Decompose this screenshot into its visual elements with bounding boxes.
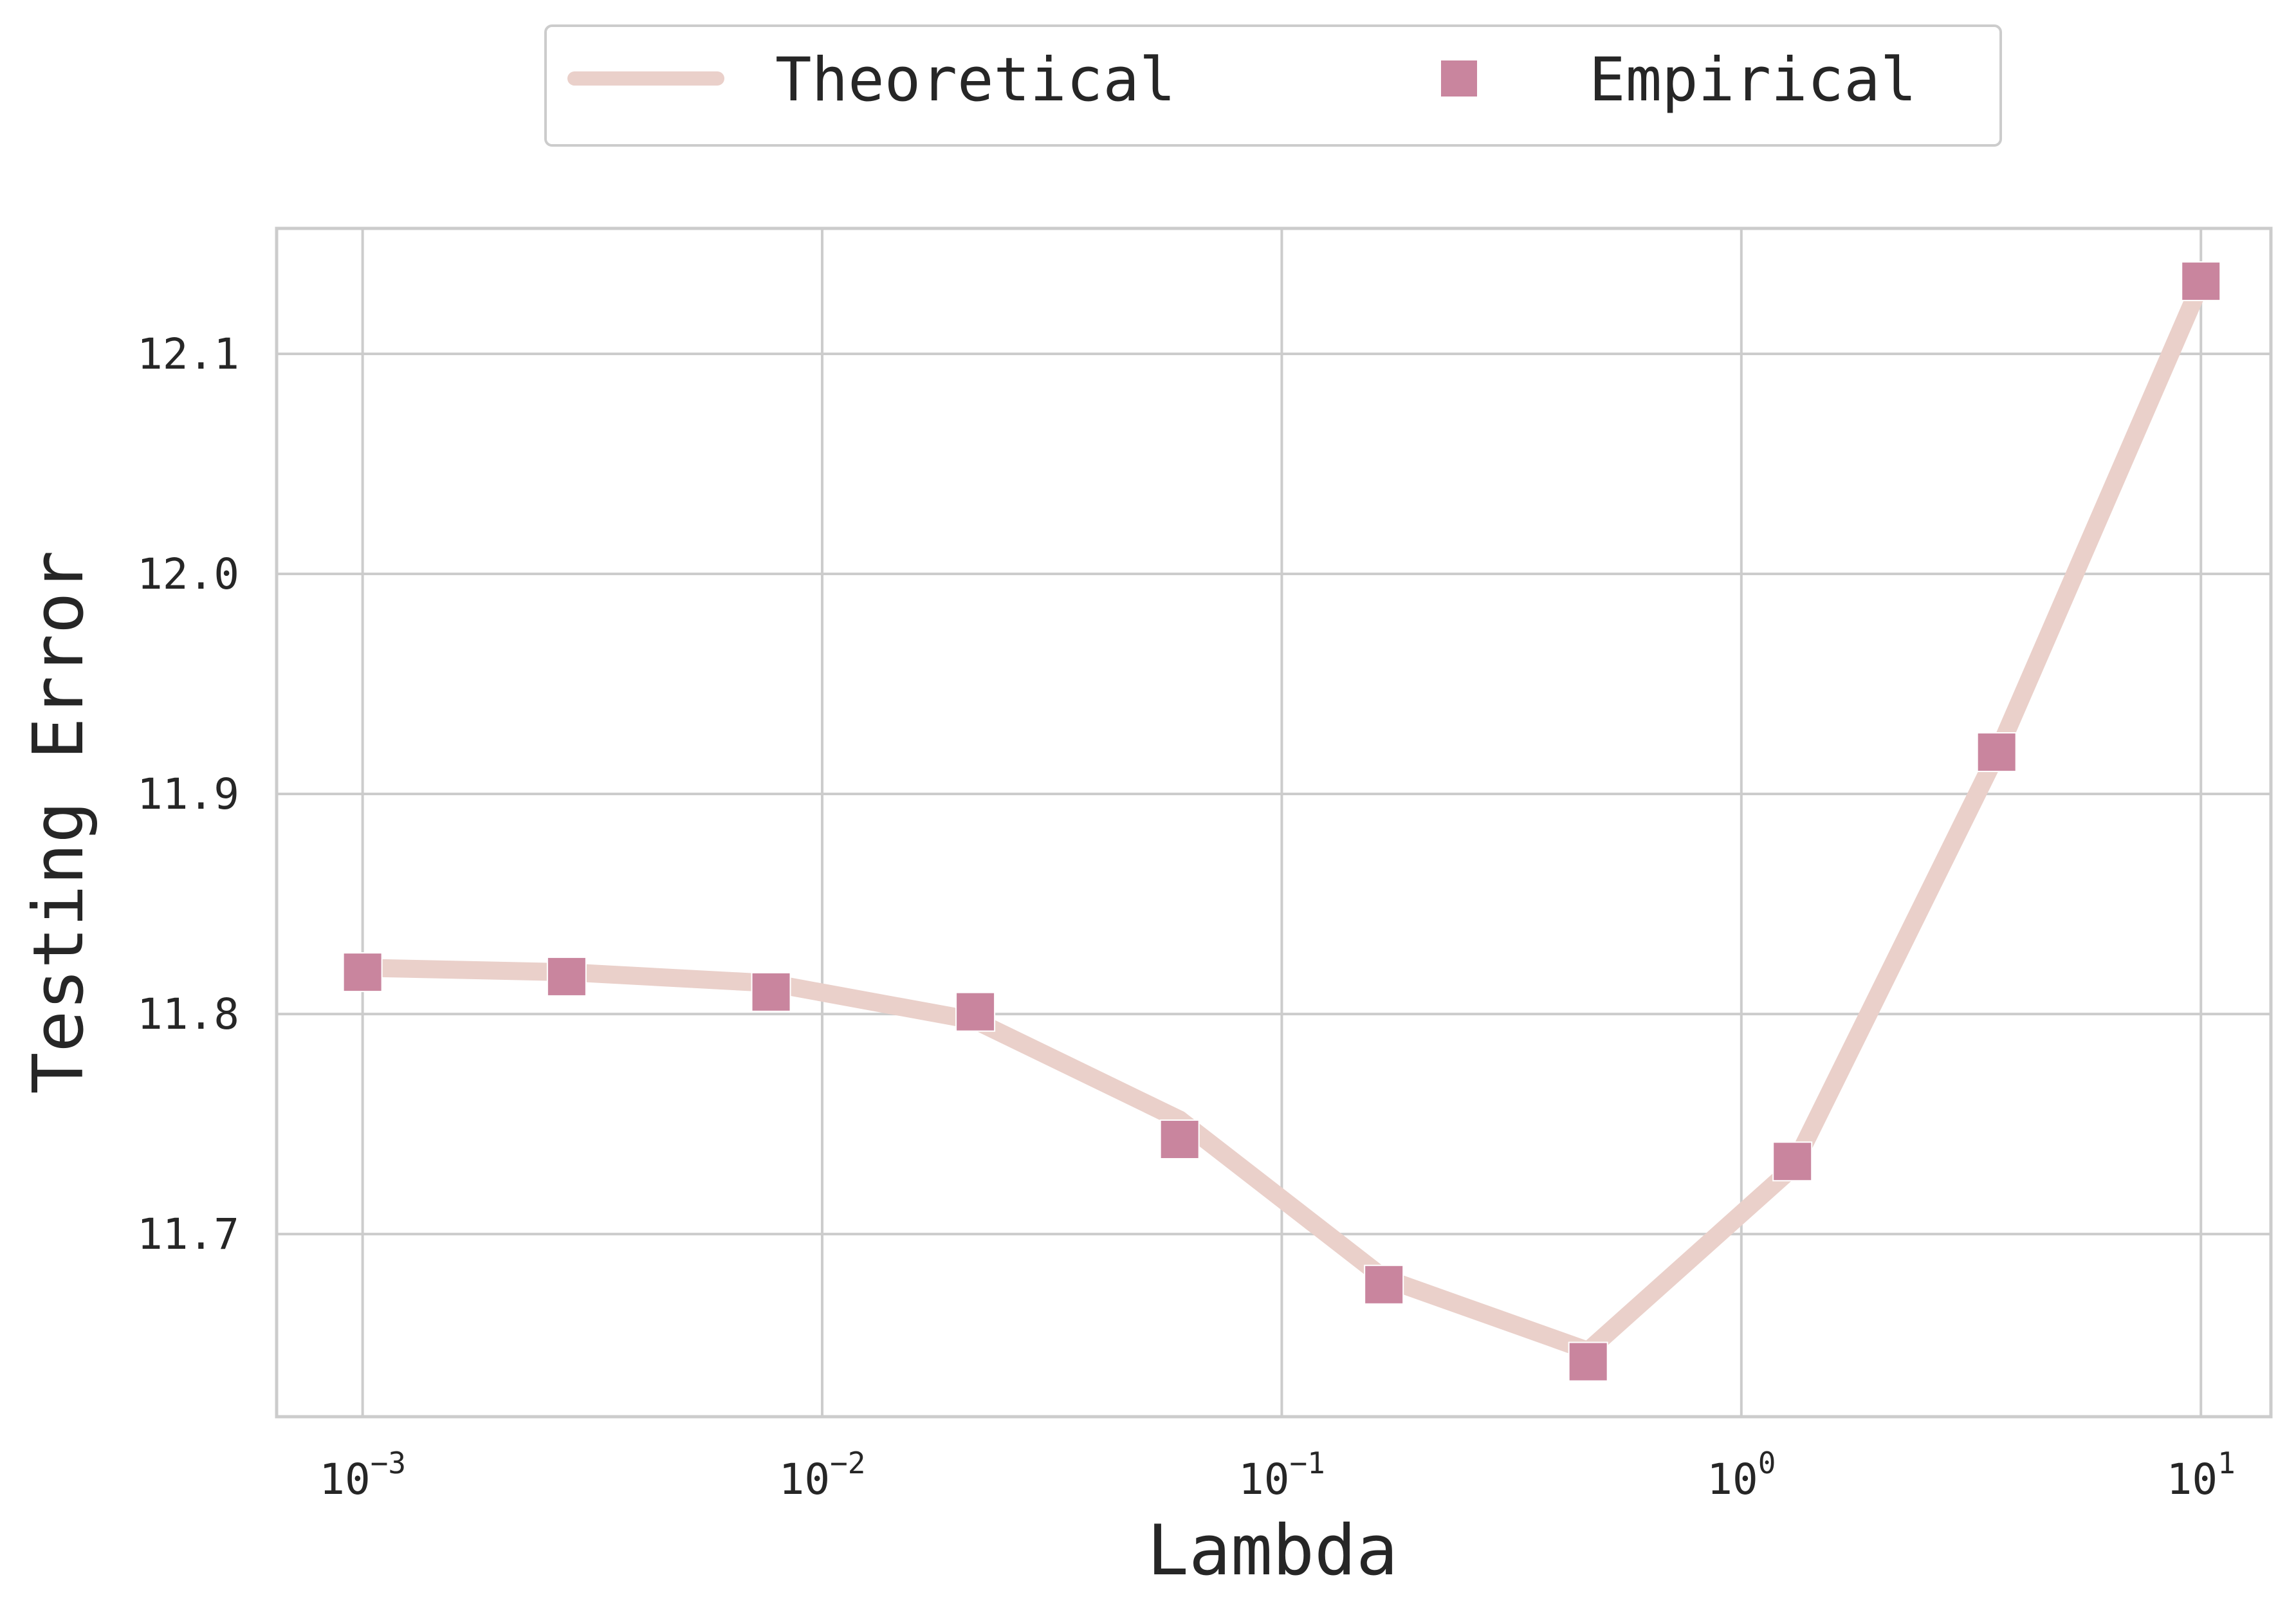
- empirical-point-4: [1159, 1119, 1200, 1160]
- plot-frame: [275, 226, 2273, 1419]
- theoretical-segment-5: [1375, 1269, 1597, 1360]
- legend-frame: [544, 24, 2002, 147]
- x-axis-title: Lambda: [1147, 1511, 1398, 1591]
- y-tick-label-1: 11.8: [137, 990, 239, 1039]
- empirical-point-8: [1976, 732, 2017, 773]
- x-tick-label-2: 10−1: [1238, 1446, 1325, 1504]
- empirical-point-7: [1772, 1141, 1813, 1182]
- legend-swatch-empirical: [1441, 60, 1477, 97]
- theoretical-segment-2: [762, 974, 985, 1030]
- empirical-point-3: [955, 991, 996, 1032]
- empirical-point-9: [2181, 261, 2221, 302]
- y-axis-title: Testing Error: [19, 550, 99, 1094]
- legend-label-empirical: Empirical: [1589, 45, 1916, 115]
- empirical-point-2: [751, 971, 791, 1012]
- y-tick-label-3: 12.0: [137, 549, 239, 599]
- x-axis-ticks: 10−3 10−2 10−1 100 101: [319, 1446, 2236, 1504]
- empirical-series: [342, 261, 2221, 1382]
- x-tick-label-4: 101: [2167, 1446, 2236, 1504]
- grid: [277, 228, 2271, 1417]
- legend-label-theoretical: Theoretical: [775, 45, 1176, 115]
- theoretical-segment-0: [353, 959, 576, 982]
- y-tick-label-4: 12.1: [137, 329, 239, 379]
- theoretical-segment-1: [557, 963, 780, 993]
- y-tick-label-2: 11.9: [137, 769, 239, 819]
- y-tick-label-0: 11.7: [137, 1210, 239, 1259]
- x-tick-label-1: 10−2: [779, 1446, 866, 1504]
- empirical-point-5: [1364, 1264, 1404, 1305]
- theoretical-segment-7: [1783, 745, 2006, 1177]
- legend: Theoretical Empirical: [544, 24, 2002, 147]
- x-tick-label-0: 10−3: [319, 1446, 406, 1504]
- theoretical-segment-8: [1987, 274, 2210, 764]
- theoretical-series: [353, 274, 2210, 1360]
- empirical-point-6: [1568, 1341, 1608, 1382]
- theoretical-segment-6: [1579, 1159, 1802, 1360]
- empirical-point-0: [342, 952, 383, 993]
- y-axis-ticks: 11.7 11.8 11.9 12.0 12.1: [137, 329, 239, 1259]
- empirical-point-1: [546, 956, 587, 997]
- theoretical-segment-3: [966, 1011, 1189, 1129]
- x-tick-label-3: 100: [1707, 1446, 1776, 1504]
- theoretical-segment-4: [1170, 1110, 1393, 1287]
